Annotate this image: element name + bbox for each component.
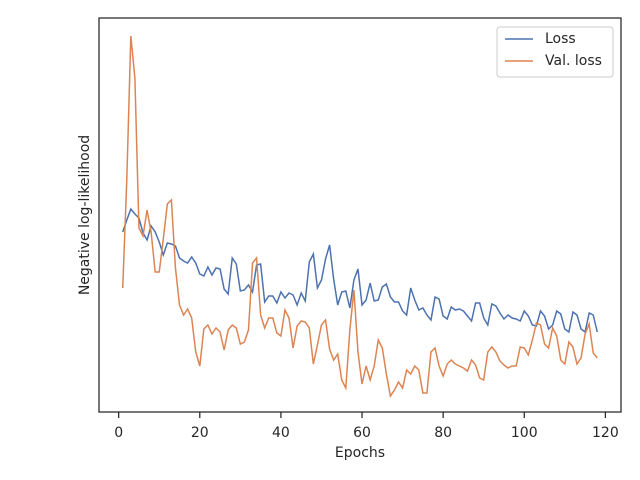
legend-label: Val. loss <box>545 53 602 69</box>
x-tick-label: 80 <box>434 425 452 441</box>
line <box>122 207 599 334</box>
legend-label: Loss <box>545 31 576 47</box>
x-tick-label: 0 <box>114 425 123 441</box>
x-tick-label: 20 <box>191 425 209 441</box>
x-tick-label: 100 <box>511 425 538 441</box>
plot-frame <box>98 17 622 413</box>
x-axis-label: Epochs <box>335 445 385 461</box>
x-tick-label: 60 <box>353 425 371 441</box>
line <box>121 35 598 398</box>
x-tick-label: 40 <box>272 425 290 441</box>
x-tick-label: 120 <box>592 425 619 441</box>
y-axis-label: Negative log-likelihood <box>77 135 93 295</box>
